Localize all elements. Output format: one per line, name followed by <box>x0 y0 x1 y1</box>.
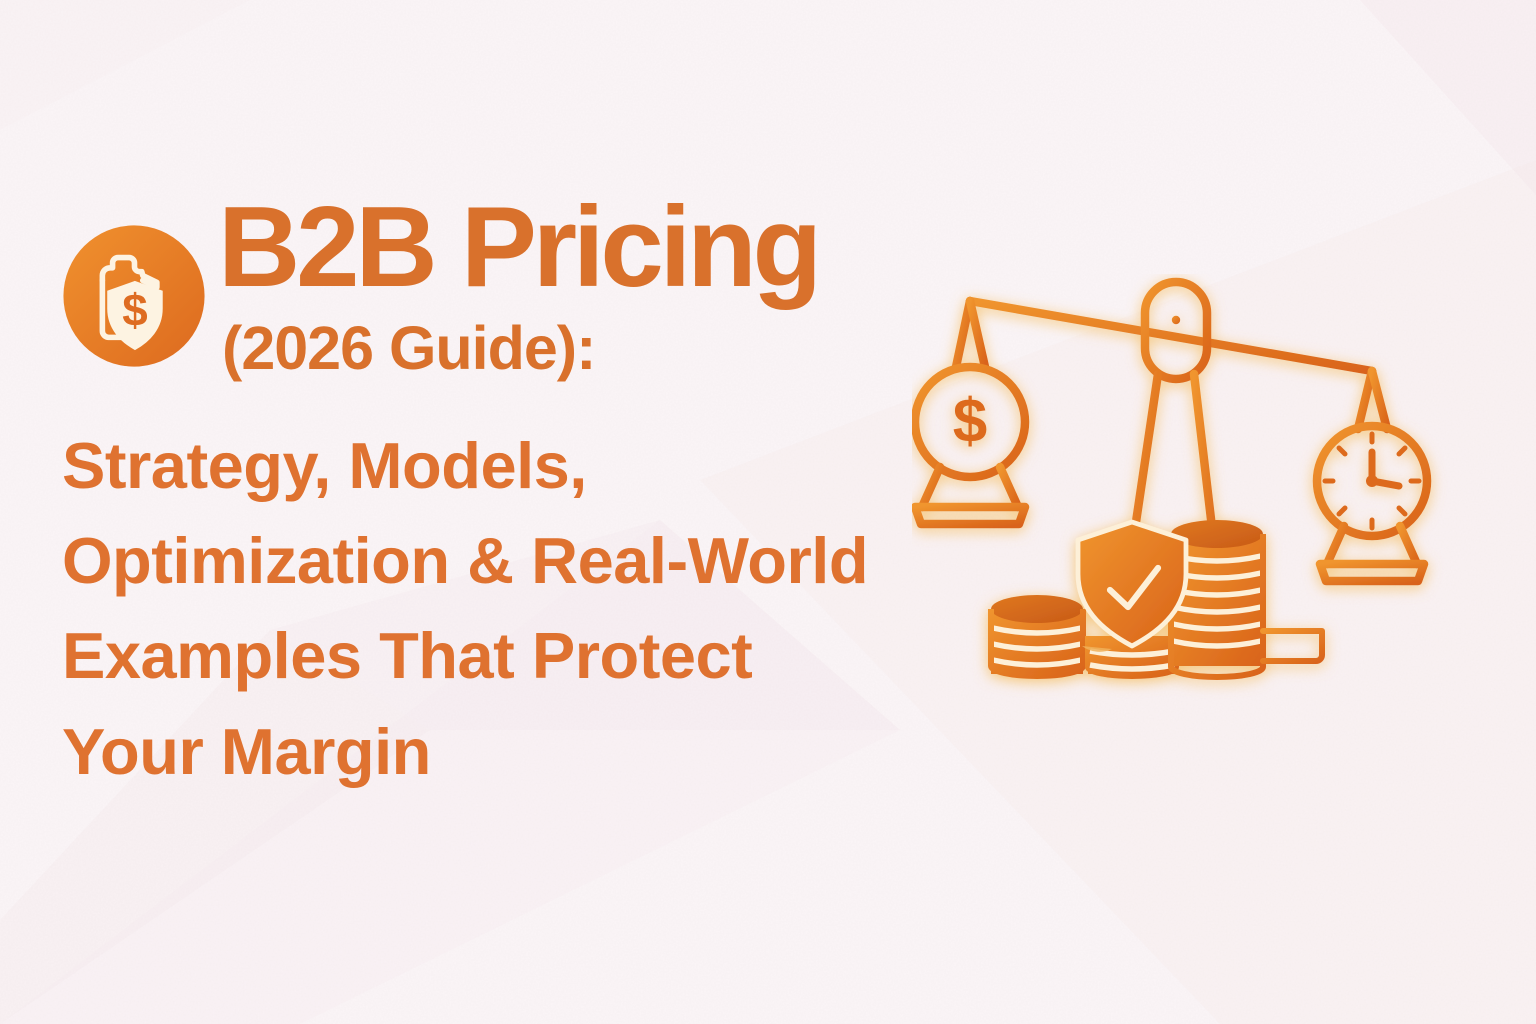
svg-text:$: $ <box>953 387 987 456</box>
svg-text:$: $ <box>122 285 147 336</box>
